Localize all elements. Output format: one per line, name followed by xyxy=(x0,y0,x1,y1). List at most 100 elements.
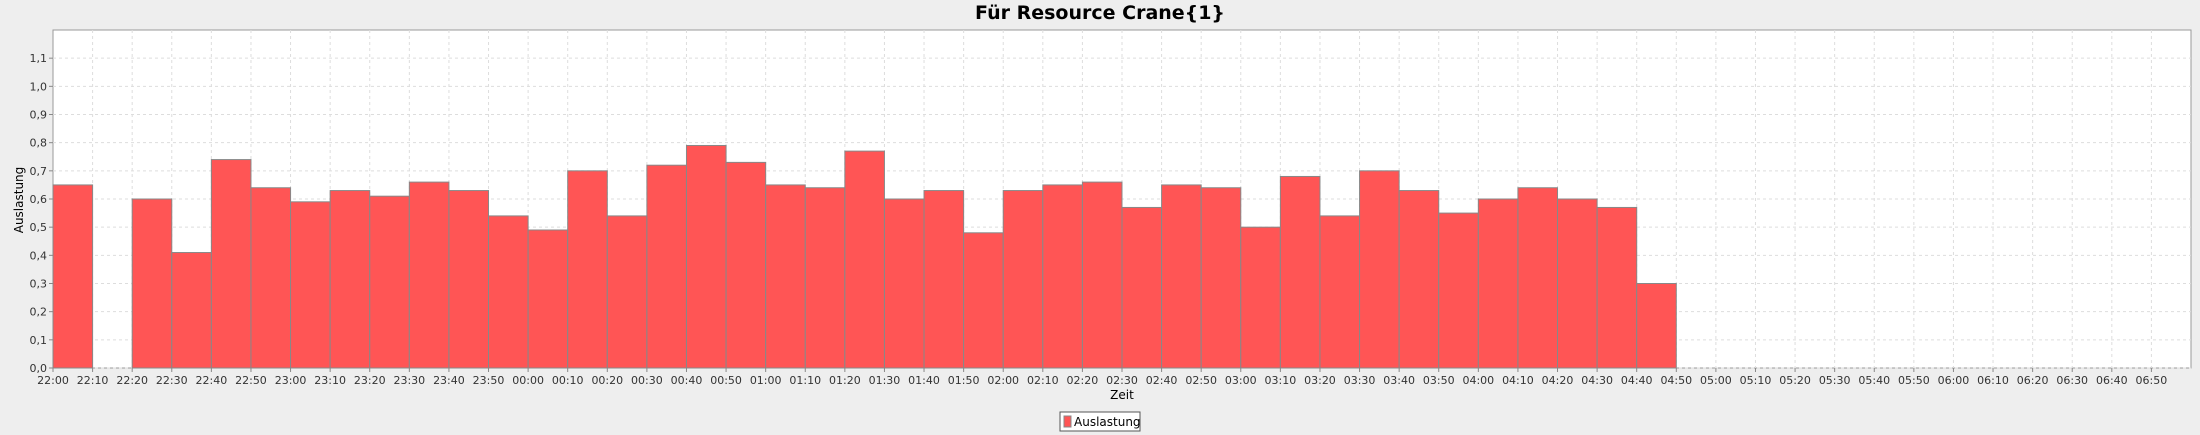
x-tick-label: 01:00 xyxy=(750,374,782,387)
x-tick-label: 04:00 xyxy=(1462,374,1494,387)
bar xyxy=(329,190,371,369)
bar xyxy=(369,195,410,369)
bar xyxy=(210,159,252,369)
bar xyxy=(567,170,608,369)
x-tick-label: 04:40 xyxy=(1621,374,1653,387)
bar xyxy=(171,252,212,369)
x-tick-label: 03:00 xyxy=(1225,374,1257,387)
x-tick-label: 02:40 xyxy=(1146,374,1178,387)
y-tick-label: 0,1 xyxy=(30,334,48,347)
x-tick-label: 00:30 xyxy=(631,374,663,387)
x-tick-label: 02:10 xyxy=(1027,374,1059,387)
x-tick-label: 23:50 xyxy=(473,374,505,387)
y-tick-label: 0,3 xyxy=(30,278,48,291)
x-tick-label: 22:20 xyxy=(116,374,148,387)
x-tick-label: 23:00 xyxy=(275,374,307,387)
bar xyxy=(488,215,529,369)
bar xyxy=(1438,212,1479,369)
y-tick-label: 0,7 xyxy=(30,165,48,178)
y-tick-label: 1,1 xyxy=(30,52,48,65)
bar xyxy=(1002,190,1044,369)
x-tick-label: 23:30 xyxy=(393,374,425,387)
x-tick-label: 00:50 xyxy=(710,374,742,387)
x-tick-label: 05:00 xyxy=(1700,374,1732,387)
y-tick-label: 1,0 xyxy=(30,80,48,93)
x-tick-label: 04:30 xyxy=(1581,374,1613,387)
x-tick-label: 03:20 xyxy=(1304,374,1336,387)
x-tick-label: 23:40 xyxy=(433,374,465,387)
bar xyxy=(52,184,94,369)
bar xyxy=(131,198,173,369)
x-tick-label: 05:40 xyxy=(1858,374,1890,387)
x-tick-label: 04:10 xyxy=(1502,374,1534,387)
x-tick-label: 22:50 xyxy=(235,374,267,387)
x-tick-label: 04:50 xyxy=(1660,374,1692,387)
x-tick-label: 22:40 xyxy=(196,374,228,387)
x-tick-label: 05:30 xyxy=(1819,374,1851,387)
y-tick-label: 0,5 xyxy=(30,221,48,234)
x-tick-label: 05:10 xyxy=(1740,374,1772,387)
bar xyxy=(765,184,806,369)
bar xyxy=(1121,206,1163,369)
legend-label: Auslastung xyxy=(1074,415,1141,429)
bar xyxy=(250,187,292,369)
x-tick-label: 02:50 xyxy=(1185,374,1217,387)
x-tick-label: 00:40 xyxy=(671,374,703,387)
x-tick-label: 23:20 xyxy=(354,374,386,387)
bar xyxy=(1359,170,1400,369)
x-tick-label: 01:50 xyxy=(948,374,980,387)
x-tick-label: 05:50 xyxy=(1898,374,1930,387)
x-tick-label: 02:00 xyxy=(987,374,1019,387)
bar xyxy=(1517,187,1559,369)
x-tick-label: 00:00 xyxy=(512,374,544,387)
bar xyxy=(1477,198,1519,369)
x-tick-label: 22:30 xyxy=(156,374,188,387)
bar xyxy=(1240,226,1281,369)
x-tick-label: 01:30 xyxy=(869,374,901,387)
x-tick-label: 03:30 xyxy=(1344,374,1376,387)
x-tick-label: 23:10 xyxy=(314,374,346,387)
bar xyxy=(1161,184,1202,369)
bar xyxy=(844,150,885,369)
bar xyxy=(923,190,965,369)
bars-layer xyxy=(52,144,1677,369)
bar xyxy=(804,187,846,369)
bar xyxy=(1081,181,1123,369)
bar xyxy=(963,232,1004,369)
bar xyxy=(1200,187,1242,369)
bar xyxy=(1636,283,1677,369)
x-tick-label: 05:20 xyxy=(1779,374,1811,387)
x-tick-label: 02:20 xyxy=(1067,374,1099,387)
x-axis-ticks: 22:00 22:10 22:20 22:30 22:40 22:50 23:00 23:10… xyxy=(37,368,2167,387)
x-tick-label: 06:30 xyxy=(2056,374,2088,387)
bar xyxy=(448,190,490,369)
legend: Auslastung xyxy=(1059,411,1141,432)
x-tick-label: 22:10 xyxy=(77,374,109,387)
x-tick-label: 03:10 xyxy=(1265,374,1297,387)
y-tick-label: 0,0 xyxy=(30,362,48,375)
bar xyxy=(1042,184,1083,369)
bar xyxy=(1319,215,1361,369)
x-tick-label: 00:20 xyxy=(591,374,623,387)
y-tick-label: 0,4 xyxy=(30,249,48,262)
x-tick-label: 00:10 xyxy=(552,374,584,387)
bar xyxy=(646,164,687,369)
x-tick-label: 04:20 xyxy=(1542,374,1574,387)
x-tick-label: 01:20 xyxy=(829,374,861,387)
bar xyxy=(685,144,727,369)
bar xyxy=(606,215,648,369)
x-tick-label: 01:40 xyxy=(908,374,940,387)
bar xyxy=(883,198,925,369)
y-tick-label: 0,6 xyxy=(30,193,48,206)
legend-swatch xyxy=(1063,415,1072,428)
x-tick-label: 03:50 xyxy=(1423,374,1455,387)
x-tick-label: 02:30 xyxy=(1106,374,1138,387)
x-axis-label: Zeit xyxy=(1110,388,1134,402)
bar xyxy=(1557,198,1598,369)
x-tick-label: 06:50 xyxy=(2136,374,2168,387)
legend-box xyxy=(1059,411,1141,432)
x-tick-label: 06:10 xyxy=(1977,374,2009,387)
x-tick-label: 03:40 xyxy=(1383,374,1415,387)
